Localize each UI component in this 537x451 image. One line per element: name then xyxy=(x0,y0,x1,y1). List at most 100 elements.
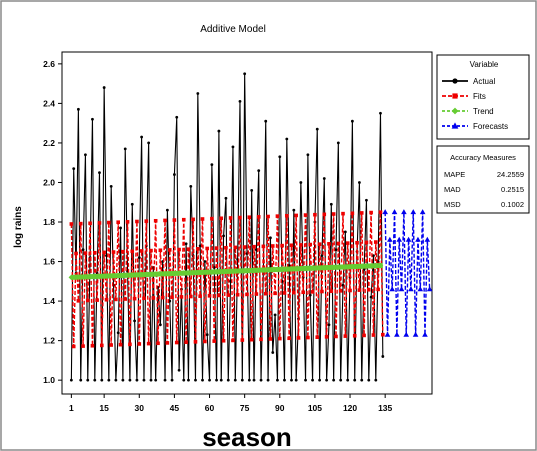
actual-point xyxy=(243,72,247,76)
trend-point xyxy=(166,270,173,277)
fits-point xyxy=(378,210,383,215)
actual-point xyxy=(76,107,80,111)
trend-point xyxy=(218,268,225,275)
fits-point xyxy=(315,335,320,339)
fits-point xyxy=(95,298,99,302)
actual-point xyxy=(252,378,256,382)
fits-point xyxy=(142,296,146,301)
fits-point xyxy=(317,242,322,246)
fits-point xyxy=(369,210,373,215)
fits-point xyxy=(156,341,160,346)
fits-point xyxy=(308,242,313,247)
fits-point xyxy=(214,246,219,250)
actual-point xyxy=(142,378,146,382)
x-tick-label: 90 xyxy=(275,403,285,413)
forecasts-line xyxy=(384,212,431,335)
trend-point xyxy=(251,267,257,274)
trend-point xyxy=(372,262,379,269)
fits-point xyxy=(301,290,306,295)
trend-point xyxy=(298,265,304,272)
fits-point xyxy=(259,337,263,342)
fits-point xyxy=(90,343,95,348)
actual-point xyxy=(86,378,90,382)
actual-point xyxy=(217,129,221,133)
trend-point xyxy=(152,271,159,277)
actual-point xyxy=(308,293,312,297)
actual-point xyxy=(379,111,382,115)
fits-point xyxy=(235,292,240,297)
actual-point xyxy=(372,254,375,258)
actual-point xyxy=(278,155,282,159)
fits-point xyxy=(217,293,221,298)
trend-point xyxy=(293,266,299,272)
fits-point xyxy=(184,340,188,344)
fits-point xyxy=(85,298,90,303)
fits-point xyxy=(275,214,280,218)
trend-point xyxy=(279,266,285,273)
fits-point xyxy=(114,297,118,302)
fits-point xyxy=(327,242,331,246)
actual-point xyxy=(339,378,343,382)
actual-point xyxy=(107,378,111,382)
accuracy-title: Accuracy Measures xyxy=(450,153,516,162)
fits-point xyxy=(128,342,132,347)
actual-point xyxy=(276,378,279,382)
actual-point xyxy=(140,135,144,139)
fits-point xyxy=(167,248,172,252)
forecast-point xyxy=(410,209,417,215)
actual-point xyxy=(149,378,153,382)
fits-point xyxy=(287,336,291,341)
y-axis-label: log rains xyxy=(13,206,24,248)
x-tick-label: 45 xyxy=(170,403,180,413)
actual-point xyxy=(215,378,218,382)
trend-point xyxy=(223,268,229,275)
trend-point xyxy=(143,271,150,278)
x-axis-label: season xyxy=(202,422,292,451)
trend-point xyxy=(274,266,281,273)
actual-point xyxy=(334,248,338,252)
y-tick-label: 1.8 xyxy=(43,217,55,227)
x-tick-label: 75 xyxy=(240,403,250,413)
legend-label: Actual xyxy=(473,77,495,86)
trend-point xyxy=(213,269,220,275)
fits-point xyxy=(261,244,266,249)
chart-title: Additive Model xyxy=(200,24,266,35)
fits-point xyxy=(193,340,198,344)
actual-point xyxy=(116,331,120,335)
actual-point xyxy=(360,378,364,382)
actual-point xyxy=(247,378,251,382)
actual-point xyxy=(128,378,132,382)
fits-point xyxy=(226,293,231,297)
accuracy-label: MSD xyxy=(444,200,461,209)
fits-point xyxy=(322,212,327,217)
forecast-point xyxy=(398,286,405,292)
trend-point xyxy=(377,262,384,269)
fits-point xyxy=(345,241,350,245)
trend-point xyxy=(368,263,374,269)
fits-point xyxy=(245,292,249,297)
fits-point xyxy=(76,299,81,303)
trend-point xyxy=(82,274,89,280)
fits-point xyxy=(254,292,259,296)
fits-point xyxy=(121,249,125,254)
accuracy-measures: Accuracy Measures MAPE 24.2559 MAD 0.2515 MS… xyxy=(436,145,530,214)
trend-point xyxy=(265,267,271,273)
actual-point xyxy=(69,378,73,382)
x-tick-label: 15 xyxy=(99,403,109,413)
fits-point xyxy=(238,215,242,220)
actual-point xyxy=(133,319,136,323)
fits-point xyxy=(240,338,245,342)
actual-point xyxy=(353,378,357,382)
fits-point xyxy=(289,243,294,248)
forecast-point xyxy=(387,236,393,242)
accuracy-value: 24.2559 xyxy=(497,170,524,179)
trend-point xyxy=(312,265,318,271)
actual-point xyxy=(194,378,197,382)
fits-point xyxy=(100,343,104,348)
trend-point xyxy=(340,264,346,270)
actual-point xyxy=(137,256,141,259)
actual-point xyxy=(250,188,254,192)
actual-point xyxy=(79,378,83,382)
trend-point xyxy=(195,269,201,276)
actual-point xyxy=(343,230,347,234)
